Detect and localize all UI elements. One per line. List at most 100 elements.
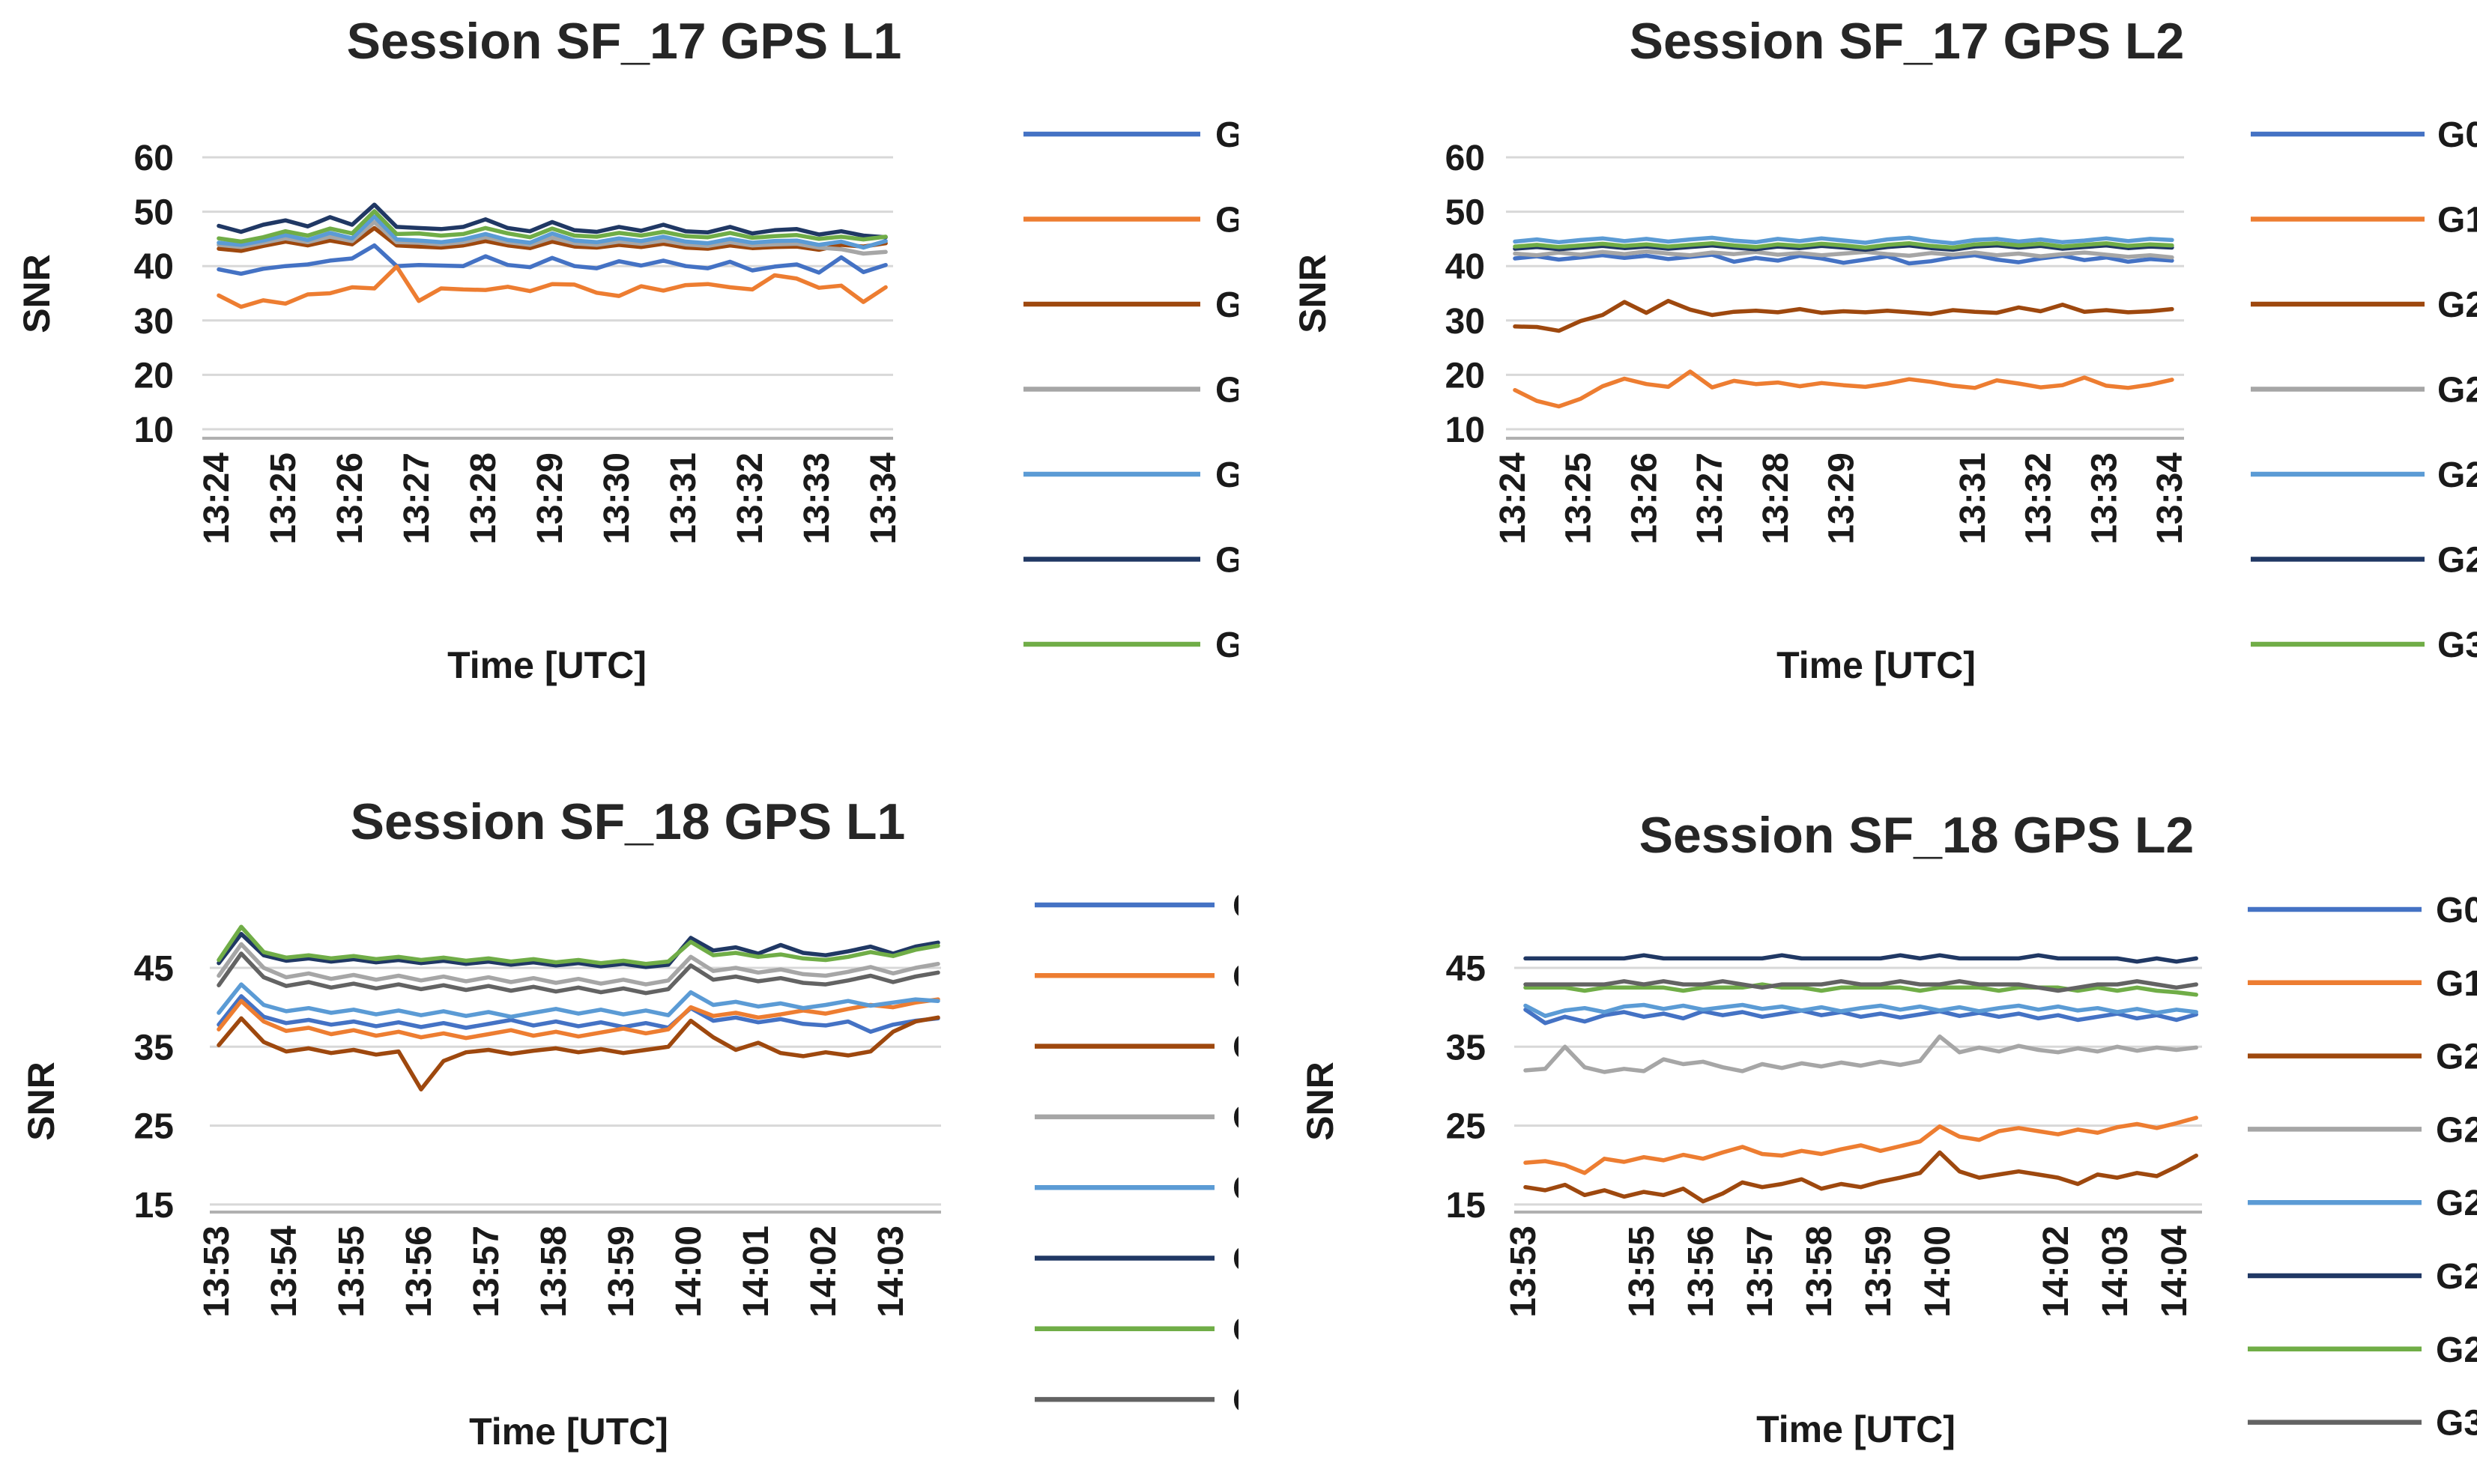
- legend-label: G29: [2437, 541, 2477, 581]
- y-tick-label: 60: [1445, 139, 1485, 178]
- x-tick-label: 13:28: [464, 452, 503, 545]
- x-tick-label: 14:00: [669, 1226, 709, 1318]
- x-tick-label: 13:26: [1624, 452, 1664, 545]
- legend-label: G26: [1215, 455, 1238, 495]
- series-line-G20: [217, 1015, 940, 1091]
- x-tick-label: 13:26: [330, 452, 370, 545]
- series-line-G16: [1513, 369, 2174, 409]
- x-tick-label: 13:55: [332, 1226, 372, 1318]
- legend-label: G25: [2436, 1184, 2477, 1223]
- legend-label: G21: [1215, 285, 1238, 325]
- x-tick-label: 13:57: [1740, 1226, 1780, 1318]
- x-tick-label: 13:29: [1822, 452, 1862, 545]
- series-line-G31: [217, 951, 940, 996]
- series-line-G31: [1513, 240, 2174, 250]
- series-line-G20: [1523, 1150, 2198, 1204]
- chart-title: Session SF_17 GPS L1: [347, 13, 902, 70]
- y-axis-title: SNR: [1299, 1061, 1341, 1141]
- x-tick-label: 14:00: [1918, 1226, 1958, 1318]
- x-tick-label: 14:02: [804, 1226, 844, 1318]
- chart-canvas: 45 35 25 15 Session SF_18 GPS L2 SNR Time [UTC…: [1299, 807, 2477, 1450]
- series-line-G25: [217, 219, 888, 256]
- x-tick-label: 13:24: [197, 452, 237, 545]
- legend-label: G25: [1215, 371, 1238, 411]
- y-tick-label: 25: [1446, 1107, 1486, 1147]
- chart-title: Session SF_18 GPS L1: [351, 793, 906, 850]
- y-tick-label: 30: [1445, 302, 1485, 342]
- legend-label: G20: [1233, 1028, 1238, 1067]
- x-tick-label: 13:25: [1559, 452, 1599, 545]
- y-tick-label: 20: [1445, 356, 1485, 396]
- y-tick-label: 35: [134, 1028, 174, 1067]
- series-line-G29: [1523, 982, 2198, 997]
- x-tick-label: 13:57: [467, 1226, 506, 1318]
- y-tick-label: 30: [134, 302, 174, 342]
- legend-label: G16: [1215, 201, 1238, 240]
- x-axis-title: Time [UTC]: [1776, 644, 1976, 686]
- series-line-G21: [217, 225, 888, 253]
- chart-title: Session SF_17 GPS L2: [1630, 13, 2185, 70]
- x-tick-label: 13:59: [1859, 1226, 1899, 1318]
- legend-label: G21: [1233, 1098, 1238, 1138]
- x-tick-label: 13:33: [2084, 452, 2124, 545]
- series-line-G25: [217, 982, 940, 1020]
- y-tick-label: 50: [134, 193, 174, 233]
- series-line-G05: [1513, 252, 2174, 266]
- series-line-G26: [1513, 235, 2174, 246]
- x-tick-label: 13:32: [731, 452, 770, 545]
- chart-canvas: 60 50 40 30 20 10 Session SF_17 GPS L2 SNR Time …: [1292, 13, 2477, 686]
- legend-label: G26: [2436, 1257, 2477, 1297]
- series-line-G31: [217, 209, 888, 244]
- chart-canvas: 45 35 25 15 Session SF_18 GPS L1 SNR Time [UTC…: [20, 793, 1238, 1453]
- legend-label: G26: [1233, 1240, 1238, 1279]
- x-tick-label: 13:56: [1681, 1226, 1721, 1318]
- chart-session-sf18-gps-l1: 45 35 25 15 Session SF_18 GPS L1 SNR Time [UTC…: [0, 742, 1238, 1484]
- x-tick-label: 13:29: [530, 452, 570, 545]
- y-tick-label: 60: [134, 139, 174, 178]
- series-line-G16: [1523, 1115, 2198, 1175]
- legend-label: G05: [2436, 891, 2477, 930]
- chart-session-sf17-gps-l1: 60 50 40 30 20 10 Session SF_17 GPS L1 SNR Time …: [0, 0, 1238, 742]
- y-tick-label: 15: [1446, 1186, 1486, 1226]
- y-axis-title: SNR: [20, 1061, 62, 1141]
- legend-label: G31: [1233, 1381, 1238, 1420]
- legend-label: G29: [1215, 541, 1238, 581]
- legend-label: G21: [2436, 1110, 2477, 1150]
- series-line-G25: [1513, 249, 2174, 260]
- x-tick-label: 14:01: [737, 1226, 776, 1318]
- series-line-G31: [1523, 979, 2198, 993]
- legend-label: G26: [2437, 455, 2477, 495]
- x-tick-label: 14:02: [2036, 1226, 2076, 1318]
- x-tick-label: 14:03: [2096, 1226, 2135, 1318]
- legend-label: G21: [2437, 285, 2477, 325]
- series-line-G16: [217, 997, 940, 1041]
- x-tick-label: 13:27: [397, 452, 437, 545]
- series-line-G16: [217, 264, 888, 309]
- legend-label: G25: [1233, 1169, 1238, 1208]
- legend-label: G29: [1233, 1310, 1238, 1350]
- legend-label: G05: [2437, 115, 2477, 155]
- x-tick-label: 13:56: [399, 1226, 439, 1318]
- y-tick-label: 15: [134, 1186, 174, 1226]
- y-tick-label: 10: [1445, 411, 1485, 450]
- x-tick-label: 13:34: [2150, 452, 2190, 545]
- y-tick-label: 40: [134, 247, 174, 287]
- legend-label: G16: [2436, 964, 2477, 1004]
- legend-label: G31: [2436, 1404, 2477, 1444]
- legend-label: G31: [2437, 626, 2477, 665]
- x-tick-label: 13:32: [2019, 452, 2059, 545]
- series-line-G21: [1513, 298, 2174, 333]
- x-axis-title: Time [UTC]: [447, 644, 647, 686]
- x-tick-label: 13:59: [602, 1226, 641, 1318]
- series-line-G26: [1523, 953, 2198, 964]
- x-tick-label: 13:53: [197, 1226, 237, 1318]
- series-line-G26: [217, 931, 940, 969]
- x-tick-label: 13:58: [534, 1226, 574, 1318]
- chart-session-sf17-gps-l2: 60 50 40 30 20 10 Session SF_17 GPS L2 SNR Time …: [1238, 0, 2477, 742]
- x-axis-title: Time [UTC]: [1756, 1408, 1956, 1450]
- x-tick-label: 14:04: [2155, 1226, 2195, 1318]
- x-axis-title: Time [UTC]: [469, 1411, 668, 1453]
- y-tick-label: 40: [1445, 247, 1485, 287]
- chart-session-sf18-gps-l2: 45 35 25 15 Session SF_18 GPS L2 SNR Time [UTC…: [1238, 742, 2477, 1484]
